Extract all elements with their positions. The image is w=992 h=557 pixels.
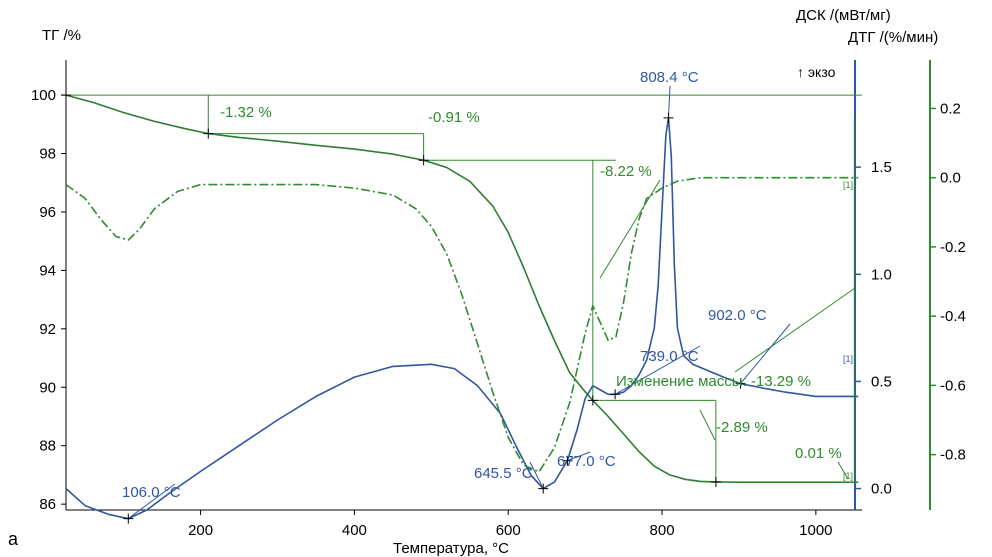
leader-645 bbox=[529, 461, 544, 489]
leader-808 bbox=[667, 85, 671, 118]
tg-tick-label: 90 bbox=[39, 379, 56, 396]
exo-direction-label: ↑ экзо bbox=[797, 64, 836, 80]
dsc-marker-2 bbox=[562, 455, 573, 466]
leader-677 bbox=[567, 451, 591, 462]
tg-tick-label: 100 bbox=[31, 87, 56, 104]
series-line-1 bbox=[65, 117, 859, 520]
dsc-tick-label: 0.0 bbox=[871, 481, 892, 498]
dtg-tick-label: -0.2 bbox=[940, 239, 966, 256]
series-line-0 bbox=[65, 94, 859, 484]
leader-289 bbox=[699, 409, 716, 441]
dtg-tick-label: -0.6 bbox=[940, 377, 966, 394]
dtg-curve-marker: [1] bbox=[843, 180, 853, 190]
tg-tick-label: 92 bbox=[39, 321, 56, 338]
x-tick-label: 600 bbox=[496, 522, 521, 539]
annotation-guides bbox=[61, 85, 862, 524]
x-axis-label: Температура, °C bbox=[393, 540, 509, 557]
leader-739 bbox=[614, 345, 701, 395]
tg-marker-4 bbox=[61, 90, 71, 101]
tg-step-label-3: -8.22 % bbox=[600, 163, 652, 180]
dtg-tick-label: 0.0 bbox=[940, 170, 961, 187]
dsc-marker-3 bbox=[610, 389, 621, 400]
dtg-tick-label: -0.4 bbox=[940, 308, 966, 325]
tg-marker-3 bbox=[710, 476, 721, 487]
series-group bbox=[65, 94, 859, 520]
tg-step-label-4: -2.89 % bbox=[716, 419, 768, 436]
series-line-2 bbox=[65, 176, 859, 473]
x-tick-label: 800 bbox=[650, 522, 675, 539]
dsc-peak-label-902: 902.0 °C bbox=[708, 307, 767, 324]
dsc-peak-label-739: 739.0 °C bbox=[640, 348, 699, 365]
tg-tick-label: 98 bbox=[39, 146, 56, 163]
dsc-peak-label-677: 677.0 °C bbox=[557, 453, 616, 470]
dtg-tick-label: 0.2 bbox=[940, 100, 961, 117]
x-tick-label: 200 bbox=[188, 522, 213, 539]
tg-tick-label: 96 bbox=[39, 204, 56, 221]
tg-step-label-2: -0.91 % bbox=[428, 109, 480, 126]
dsc-peak-label-808: 808.4 °C bbox=[640, 69, 699, 86]
tg-step-label-1: -1.32 % bbox=[220, 104, 272, 121]
leader-902 bbox=[740, 323, 791, 384]
dsc-tick-label: 1.5 bbox=[871, 159, 892, 176]
dsc-marker-4 bbox=[663, 112, 674, 123]
dtg-tick-label: -0.8 bbox=[940, 447, 966, 464]
tg-curve-marker: [1] bbox=[843, 471, 853, 481]
tg-axis-label: ТГ /% bbox=[42, 27, 81, 44]
tg-marker-2 bbox=[587, 395, 598, 406]
dsc-marker-1 bbox=[538, 483, 549, 494]
leader-001 bbox=[837, 461, 849, 480]
dsc-marker-5 bbox=[735, 378, 746, 389]
tg-marker-1 bbox=[418, 155, 429, 166]
x-tick-label: 1000 bbox=[799, 522, 832, 539]
axes-group: 86 88 90 92 94 96 98 100 200 400 600 800 1000 0.0 0.5 1… bbox=[31, 60, 966, 539]
dtg-axis-label: ДТГ /(%/мин) bbox=[848, 29, 938, 46]
leader-106 bbox=[127, 483, 176, 519]
dsc-tick-label: 0.5 bbox=[871, 373, 892, 390]
dsc-peak-label-645: 645.5 °C bbox=[474, 465, 533, 482]
dsc-curve-marker: [1] bbox=[843, 354, 853, 364]
tg-step-label-5: 0.01 % bbox=[795, 445, 842, 462]
dsc-axis-label: ДСК /(мВт/мг) bbox=[796, 7, 891, 24]
dsc-peak-label-106: 106.0 °C bbox=[122, 484, 181, 501]
leader-mass bbox=[734, 287, 856, 373]
dsc-marker-0 bbox=[123, 513, 134, 524]
mass-change-label: Изменение массы: -13.29 % bbox=[616, 373, 811, 390]
tg-tick-label: 86 bbox=[39, 496, 56, 513]
tg-marker-0 bbox=[203, 128, 214, 139]
tg-tick-label: 88 bbox=[39, 438, 56, 455]
panel-label: а bbox=[8, 529, 19, 549]
leader-822 bbox=[599, 179, 661, 279]
dsc-tick-label: 1.0 bbox=[871, 266, 892, 283]
x-tick-label: 400 bbox=[342, 522, 367, 539]
tg-tick-label: 94 bbox=[39, 262, 56, 279]
